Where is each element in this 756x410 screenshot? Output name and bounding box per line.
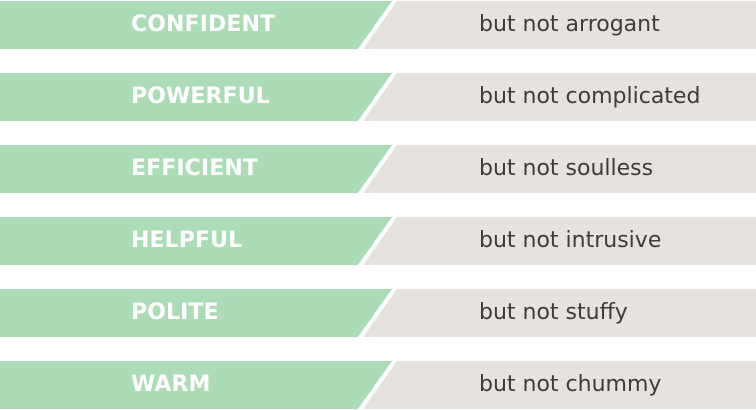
trait-row: POWERFUL but not complicated [0, 73, 756, 121]
trait-row: EFFICIENT but not soulless [0, 145, 756, 193]
caveat-label: but not intrusive [479, 228, 662, 253]
row-bands [0, 145, 756, 193]
caveat-label: but not chummy [479, 372, 662, 397]
trait-band [0, 73, 392, 121]
caveat-label: but not complicated [479, 84, 701, 109]
caveat-band [363, 1, 756, 49]
caveat-band [363, 145, 756, 193]
row-bands [0, 361, 756, 409]
caveat-label: but not arrogant [479, 12, 660, 37]
trait-row: CONFIDENT but not arrogant [0, 1, 756, 49]
trait-band [0, 289, 392, 337]
trait-label: WARM [131, 372, 211, 397]
caveat-label: but not soulless [479, 156, 654, 181]
trait-band [0, 217, 392, 265]
trait-label: CONFIDENT [131, 12, 276, 37]
trait-row: POLITE but not stuffy [0, 289, 756, 337]
trait-row: WARM but not chummy [0, 361, 756, 409]
caveat-band [363, 289, 756, 337]
trait-band [0, 1, 392, 49]
trait-label: EFFICIENT [131, 156, 258, 181]
row-bands [0, 1, 756, 49]
row-bands [0, 73, 756, 121]
trait-band [0, 145, 392, 193]
trait-band [0, 361, 392, 409]
caveat-band [363, 217, 756, 265]
caveat-band [363, 361, 756, 409]
caveat-label: but not stuffy [479, 300, 628, 325]
trait-label: POLITE [131, 300, 219, 325]
trait-label: HELPFUL [131, 228, 243, 253]
trait-label: POWERFUL [131, 84, 270, 109]
row-bands [0, 289, 756, 337]
caveat-band [363, 73, 756, 121]
trait-row: HELPFUL but not intrusive [0, 217, 756, 265]
row-bands [0, 217, 756, 265]
